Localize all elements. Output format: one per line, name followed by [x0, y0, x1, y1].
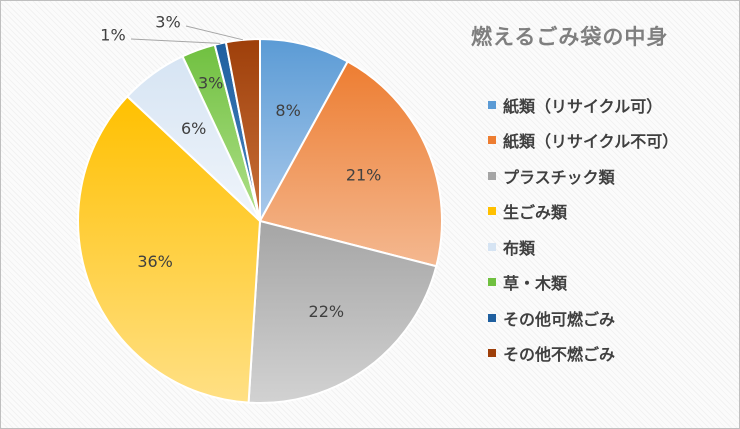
data-label-8: 3%	[155, 13, 180, 32]
legend-swatch-8	[488, 349, 496, 358]
data-label-2: 21%	[346, 166, 382, 185]
legend-label-5: 布類	[503, 238, 536, 258]
pie-slice-2	[258, 60, 443, 268]
legend-swatch-4	[488, 207, 496, 216]
legend-item-3: プラスチック類	[488, 158, 678, 194]
data-label-1: 8%	[275, 101, 300, 120]
legend-label-6: 草・木類	[503, 274, 568, 294]
legend-swatch-7	[488, 313, 496, 322]
legend-swatch-5	[488, 242, 496, 251]
pie-slice-3	[247, 219, 438, 404]
data-label-4: 36%	[137, 252, 173, 271]
legend-swatch-3	[488, 171, 496, 180]
data-label-3: 22%	[309, 302, 345, 321]
legend-label-7: その他可燃ごみ	[503, 309, 616, 329]
legend-swatch-6	[488, 278, 496, 287]
pie-slice-1	[259, 37, 350, 222]
legend: 紙類（リサイクル可） 紙類（リサイクル不可） プラスチック類 生ごみ類布類草・木類その…	[488, 87, 678, 371]
legend-item-8: その他不燃ごみ	[488, 336, 678, 372]
pie-slice-4	[77, 94, 262, 404]
chart-title: 燃えるごみ袋の中身	[471, 25, 669, 49]
legend-label-1: 紙類（リサイクル可）	[503, 96, 663, 116]
data-label-7: 1%	[100, 26, 125, 45]
legend-label-2: 紙類（リサイクル不可）	[503, 132, 679, 152]
legend-item-2: 紙類（リサイクル不可）	[488, 123, 678, 159]
legend-label-8: その他不燃ごみ	[503, 345, 616, 365]
legend-label-3: プラスチック類	[503, 167, 615, 187]
data-label-5: 6%	[181, 119, 206, 138]
data-label-6: 3%	[198, 74, 223, 93]
legend-swatch-1	[488, 100, 496, 109]
legend-item-6: 草・木類	[488, 265, 678, 301]
legend-swatch-2	[488, 136, 496, 145]
legend-item-5: 布類	[488, 229, 678, 265]
leader-line-8	[185, 25, 244, 41]
legend-item-1: 紙類（リサイクル可）	[488, 87, 678, 123]
legend-item-7: その他可燃ごみ	[488, 300, 678, 336]
leader-line-7	[130, 38, 221, 44]
legend-item-4: 生ごみ類	[488, 194, 678, 230]
legend-label-4: 生ごみ類	[503, 203, 568, 223]
